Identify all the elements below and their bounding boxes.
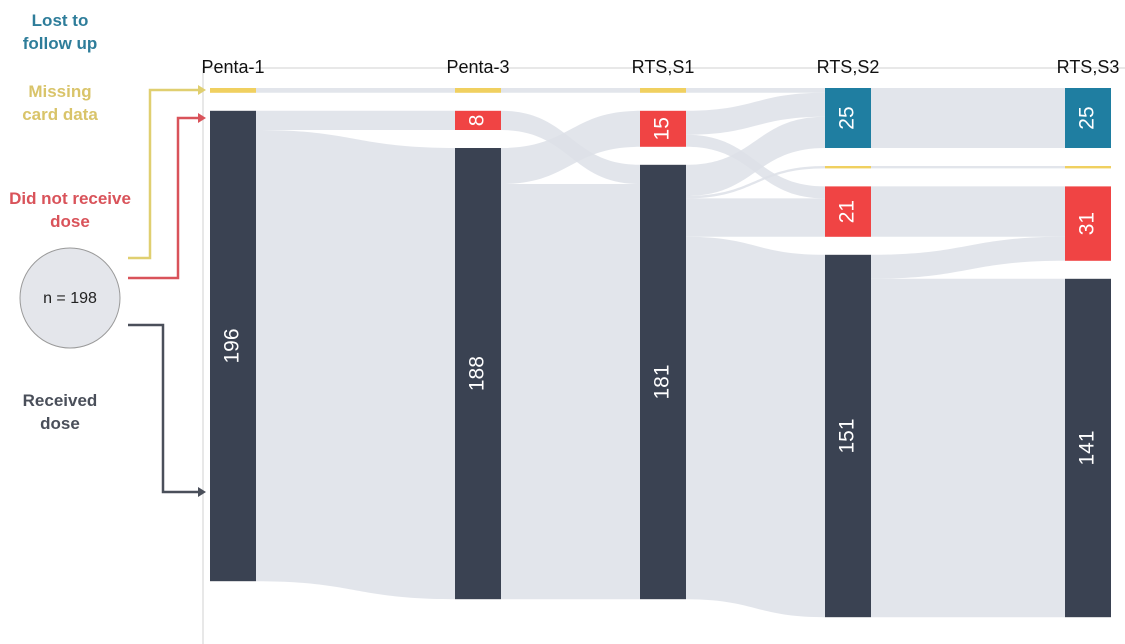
arrowhead [198, 85, 206, 95]
flow [256, 110, 455, 130]
legend-entry: Received dose [22, 391, 98, 433]
flow [256, 88, 455, 93]
stage-label: RTS,S1 [632, 57, 695, 77]
node [640, 164, 686, 600]
node [640, 110, 686, 147]
node [455, 148, 501, 600]
stage-label: Penta-3 [446, 57, 509, 77]
node-label: 151 [836, 418, 859, 453]
flow [686, 236, 825, 618]
node-label: 21 [836, 200, 859, 223]
node [1065, 166, 1111, 169]
flow [871, 236, 1065, 279]
flow [501, 184, 640, 600]
flow [686, 116, 825, 196]
node-label: 31 [1076, 212, 1099, 235]
node [1065, 186, 1111, 261]
node [1065, 88, 1111, 148]
node-label: 8 [466, 115, 489, 127]
flow [501, 110, 640, 184]
flow [686, 92, 825, 135]
stage-label: Penta-1 [201, 57, 264, 77]
node [825, 166, 871, 169]
node-label: 25 [1076, 106, 1099, 129]
node-label: 25 [836, 106, 859, 129]
flow [686, 198, 825, 237]
node [825, 254, 871, 618]
arrow [128, 323, 200, 494]
flow [871, 166, 1065, 169]
node-label: 188 [466, 356, 489, 391]
total-label: n = 198 [43, 290, 97, 307]
node [640, 88, 686, 93]
node [210, 110, 256, 582]
stage-label: RTS,S3 [1057, 57, 1120, 77]
arrow [128, 116, 200, 280]
node-label: 15 [651, 117, 674, 140]
stage-label: RTS,S2 [817, 57, 880, 77]
flow [686, 88, 825, 93]
arrowhead [198, 113, 206, 123]
node [455, 110, 501, 130]
node [210, 88, 256, 93]
node-label: 141 [1076, 430, 1099, 465]
flow [871, 278, 1065, 618]
node [825, 186, 871, 237]
node-label: 181 [651, 364, 674, 399]
arrowhead [198, 487, 206, 497]
flow [256, 130, 455, 600]
node [1065, 278, 1111, 618]
node [455, 88, 501, 93]
legend-entry: Did not receive dose [9, 189, 131, 231]
node-label: 196 [221, 328, 244, 363]
flow [871, 186, 1065, 237]
node [825, 88, 871, 148]
legend-entry: Lost to follow up [22, 11, 98, 53]
flow [501, 88, 640, 93]
total-circle [19, 247, 121, 349]
arrow [128, 88, 200, 260]
legend-entry: Missing card data [22, 82, 98, 124]
flow [871, 88, 1065, 148]
flow [686, 166, 825, 199]
